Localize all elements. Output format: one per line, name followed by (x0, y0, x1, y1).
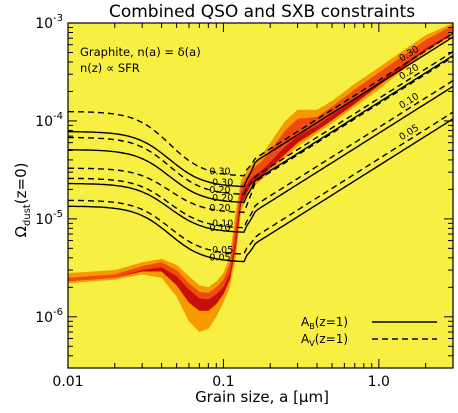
constraint-curves (67, 33, 454, 263)
curve-label-8: 0.05 (209, 252, 230, 263)
y-axis-label: Ωdust(z=0) (12, 163, 33, 238)
curve-dashed-7 (68, 111, 454, 255)
x-tick-label-0: 0.01 (52, 374, 83, 390)
curve-solid-6 (68, 85, 454, 233)
y-tick-label-1: 10-5 (35, 209, 63, 228)
x-tick-label-1: 0.1 (212, 374, 234, 390)
x-axis-label: Grain size, a [μm] (195, 388, 329, 406)
curve-label-0: 0.30 (209, 167, 230, 178)
y-axis-label-main: Ω (12, 226, 30, 237)
curve-labels: 0.300.300.200.200.200.100.100.050.050.30… (209, 44, 421, 263)
chart-annotations: Graphite, n(a) = δ(a) n(z) ∝ SFR (80, 45, 201, 75)
curve-label-3: 0.20 (212, 193, 233, 204)
curve-dashed-5 (68, 80, 454, 229)
y-axis-label-sub: dust (22, 204, 33, 226)
y-tick-label-2: 10-4 (35, 111, 63, 130)
annotation-grain-model: Graphite, n(a) = δ(a) (80, 45, 201, 59)
y-axis-label-tail: (z=0) (12, 163, 30, 205)
curve-solid-8 (68, 118, 454, 263)
plot-area: 0.300.300.200.200.200.100.100.050.050.30… (67, 22, 454, 369)
curve-dashed-2 (68, 51, 454, 196)
annotation-redshift-distribution: n(z) ∝ SFR (80, 61, 140, 75)
curve-solid-3 (68, 55, 454, 204)
legend-label-ab: AB(z=1) (301, 315, 348, 331)
region-red-orange (68, 25, 453, 311)
curve-label-2: 0.20 (209, 185, 230, 196)
x-tick-label-2: 1.0 (368, 374, 390, 390)
axis-ticks (67, 22, 454, 369)
region-dark-red (68, 32, 453, 311)
curve-label-7: 0.05 (212, 245, 233, 256)
curve-label-6: 0.10 (209, 223, 230, 234)
y-tick-label-3: 10-3 (35, 13, 63, 32)
curve-label-5: 0.10 (212, 218, 233, 229)
y-tick-labels: 10-6 10-5 10-4 10-3 (35, 13, 63, 326)
legend-label-av: AV(z=1) (301, 332, 348, 348)
curve-dashed-0 (67, 33, 454, 177)
legend: AB(z=1) AV(z=1) (301, 315, 437, 348)
curve-label-1: 0.30 (212, 177, 233, 188)
curve-dashed-4 (68, 56, 454, 214)
curve-label-4: 0.20 (209, 203, 230, 214)
x-tick-labels: 0.01 0.1 1.0 (52, 374, 390, 390)
curve-solid-1 (68, 36, 454, 188)
y-tick-label-0: 10-6 (35, 307, 63, 326)
chart-title: Combined QSO and SXB constraints (109, 2, 415, 22)
plot-frame (67, 22, 454, 369)
